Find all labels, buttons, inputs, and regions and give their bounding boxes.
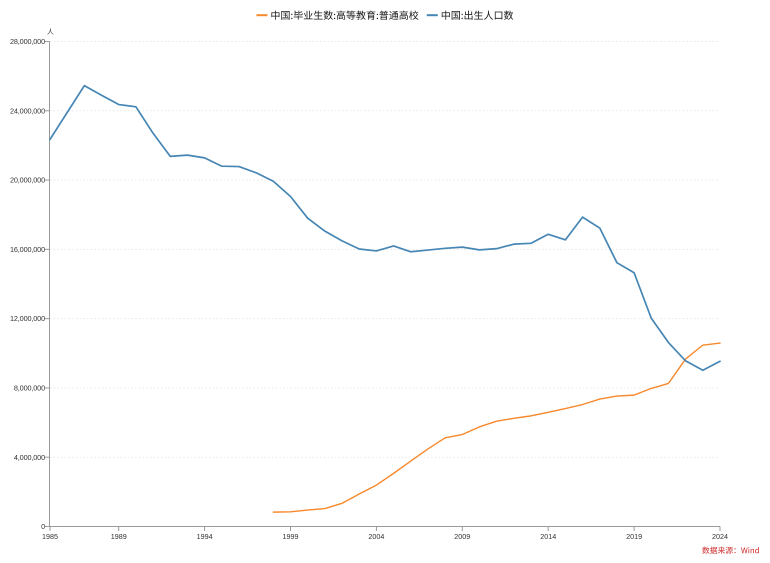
glyph: [748, 547, 750, 554]
y-tick-label: 28,000,000: [10, 37, 45, 46]
glyph: [399, 10, 409, 20]
y-tick-label: 12,000,000: [10, 314, 45, 323]
glyph: [451, 11, 460, 20]
y-tick-label: 4,000,000: [14, 453, 45, 462]
glyph: [346, 10, 356, 20]
legend-label-births: [441, 10, 514, 20]
glyph: [755, 546, 759, 554]
data-source-label: [702, 546, 759, 554]
series-line-births: [49, 84, 721, 372]
glyph: [336, 10, 346, 20]
glyph: [474, 10, 484, 20]
glyph: [389, 10, 399, 20]
x-tick-label: 1985: [42, 532, 58, 541]
glyph: [291, 13, 293, 20]
glyph: [734, 548, 736, 554]
glyph: [356, 10, 366, 20]
glyph: [323, 10, 333, 20]
glyph: [750, 548, 755, 554]
glyph: [293, 10, 303, 20]
glyph: [503, 10, 514, 20]
glyph: [441, 10, 450, 20]
x-tick-label: 2004: [368, 532, 384, 541]
y-tick-label: 20,000,000: [10, 176, 45, 185]
y-tick-label: 0: [41, 522, 45, 531]
x-tick-label: 2024: [712, 532, 728, 541]
glyph: [461, 13, 463, 20]
glyph: [725, 546, 733, 554]
glyph: [709, 546, 718, 554]
glyph: [717, 546, 726, 554]
x-tick-label: 2019: [626, 532, 642, 541]
glyph: [303, 10, 313, 20]
x-tick-label: 1994: [197, 532, 213, 541]
glyph: [281, 11, 290, 20]
y-tick-label: 16,000,000: [10, 245, 45, 254]
series-line-graduates: [272, 342, 721, 513]
y-tick-label: 8,000,000: [14, 384, 45, 393]
legend-label-graduates: [271, 10, 419, 20]
y-tick-label: 24,000,000: [10, 106, 45, 115]
x-tick-label: 1989: [111, 532, 127, 541]
x-tick-label: 2014: [540, 532, 556, 541]
x-tick-label: 2009: [454, 532, 470, 541]
glyph: [333, 13, 336, 20]
glyph: [494, 11, 503, 20]
glyph: [313, 10, 323, 20]
glyph: [409, 10, 419, 20]
glyph: [464, 10, 473, 20]
glyph: [741, 547, 748, 554]
x-tick-label: 1999: [283, 532, 299, 541]
glyph: [483, 10, 494, 20]
glyph: [702, 546, 710, 554]
y-axis-unit-label: [47, 28, 54, 35]
glyph: [47, 28, 54, 35]
glyph: [366, 10, 376, 20]
glyph: [376, 13, 379, 20]
glyph: [379, 10, 389, 20]
glyph: [271, 10, 280, 20]
